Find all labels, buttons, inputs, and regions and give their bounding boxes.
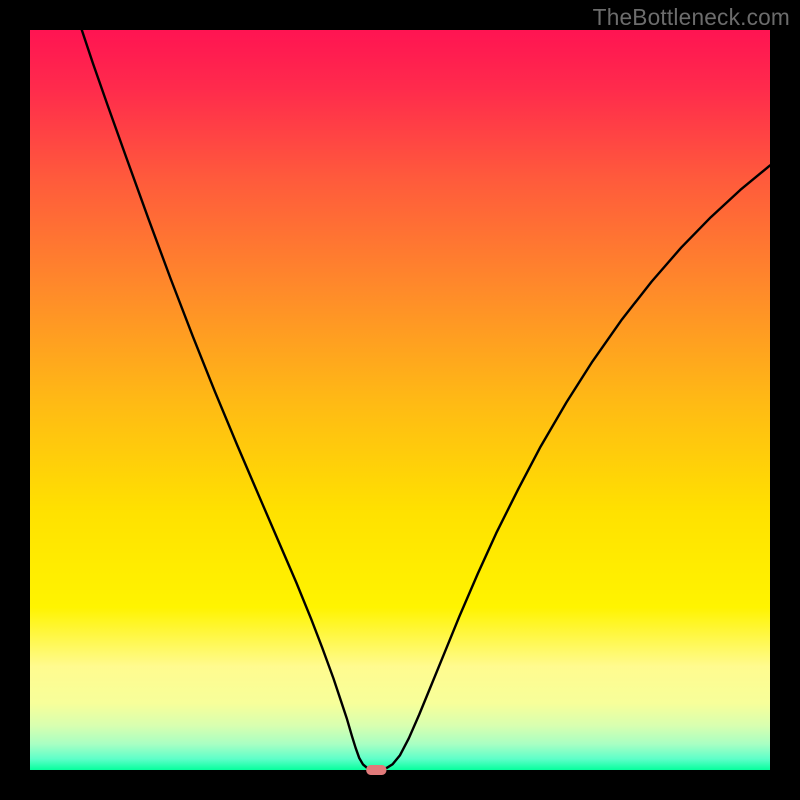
chart-background bbox=[30, 30, 770, 770]
bottleneck-chart: TheBottleneck.com bbox=[0, 0, 800, 800]
chart-svg bbox=[0, 0, 800, 800]
optimum-marker bbox=[367, 766, 386, 775]
